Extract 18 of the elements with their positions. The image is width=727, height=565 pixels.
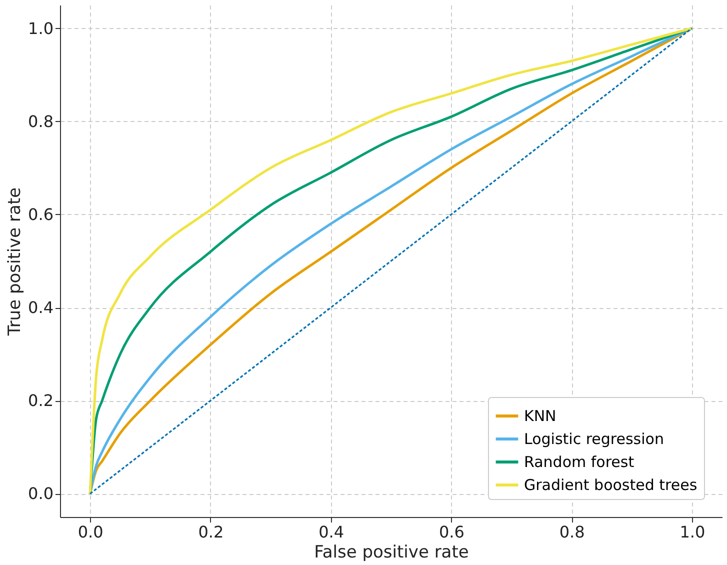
legend-label: Gradient boosted trees [524, 476, 698, 494]
y-tick-label: 0.8 [28, 112, 54, 131]
x-axis-title: False positive rate [314, 542, 469, 562]
y-tick-label: 0.2 [28, 391, 54, 410]
x-tick-label: 0.0 [78, 522, 104, 542]
y-tick-label: 0.0 [28, 484, 54, 504]
y-axis-title: True positive rate [5, 187, 26, 337]
legend-label: Logistic regression [524, 430, 664, 448]
legend-label: KNN [524, 407, 556, 425]
x-tick-label: 0.6 [438, 522, 464, 542]
x-tick-label: 0.8 [559, 522, 585, 542]
y-tick-label: 1.0 [28, 18, 54, 38]
x-tick-label: 0.4 [318, 522, 344, 542]
x-tick-label: 0.2 [198, 522, 224, 542]
legend-label: Random forest [524, 453, 634, 471]
x-tick-label: 1.0 [680, 522, 706, 542]
y-tick-label: 0.4 [28, 298, 54, 318]
y-tick-label: 0.6 [28, 204, 54, 224]
